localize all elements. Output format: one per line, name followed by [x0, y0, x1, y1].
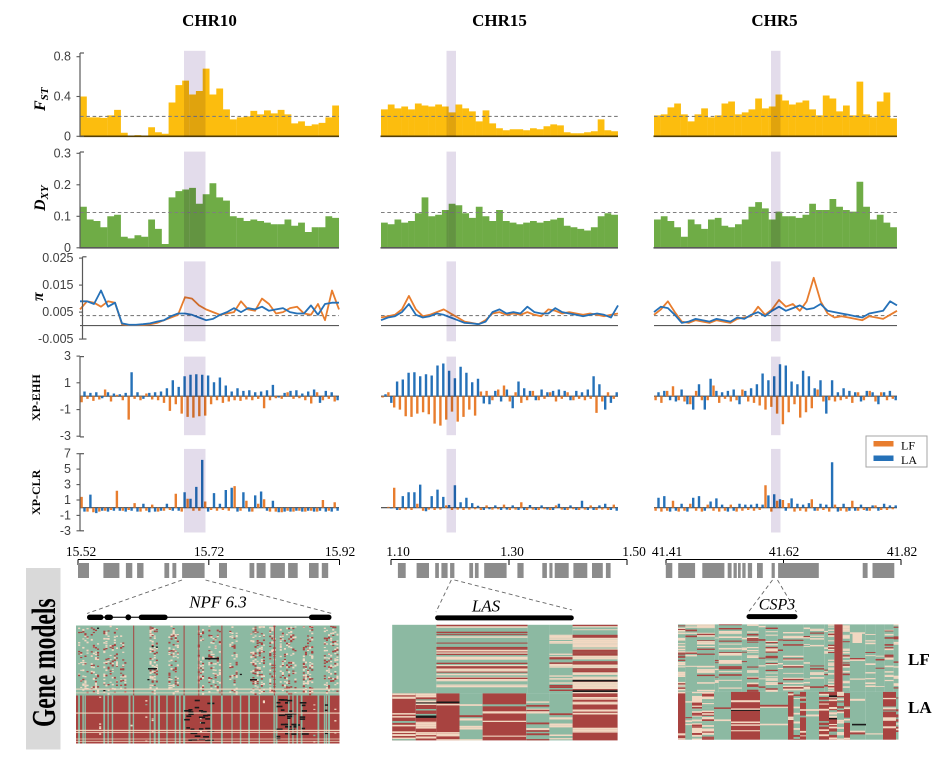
svg-text:-1: -1 [60, 508, 71, 522]
svg-text:LA: LA [901, 453, 917, 467]
svg-text:1: 1 [64, 376, 71, 390]
svg-text:0.4: 0.4 [54, 90, 71, 104]
svg-text:CHR10: CHR10 [182, 11, 237, 30]
svg-text:-0.005: -0.005 [38, 332, 73, 346]
svg-text:LF: LF [908, 650, 930, 669]
svg-text:0.8: 0.8 [54, 50, 71, 64]
svg-text:Gene models: Gene models [26, 598, 63, 727]
svg-text:π: π [30, 291, 47, 301]
svg-text:1.30: 1.30 [500, 544, 524, 559]
svg-text:NPF 6.3: NPF 6.3 [188, 593, 247, 612]
svg-text:XP-CLR: XP-CLR [29, 469, 43, 515]
svg-text:0.2: 0.2 [54, 178, 71, 192]
svg-text:3: 3 [64, 478, 71, 492]
svg-text:0.025: 0.025 [42, 251, 73, 265]
svg-text:5: 5 [64, 462, 71, 476]
svg-text:XP-EHH: XP-EHH [29, 374, 43, 421]
svg-text:0.1: 0.1 [54, 209, 71, 223]
svg-text:-1: -1 [60, 403, 71, 417]
svg-text:LF: LF [901, 439, 915, 453]
svg-text:15.72: 15.72 [194, 544, 224, 559]
svg-text:0.3: 0.3 [54, 146, 71, 160]
svg-text:CHR5: CHR5 [751, 11, 797, 30]
svg-text:-3: -3 [60, 429, 71, 443]
svg-text:CHR15: CHR15 [472, 11, 527, 30]
svg-text:1.10: 1.10 [386, 544, 410, 559]
svg-text:15.92: 15.92 [325, 544, 355, 559]
svg-text:LAS: LAS [471, 597, 501, 616]
svg-text:15.52: 15.52 [66, 544, 96, 559]
svg-text:0: 0 [64, 129, 71, 143]
svg-text:41.62: 41.62 [769, 544, 799, 559]
svg-text:1: 1 [64, 493, 71, 507]
svg-text:0.005: 0.005 [42, 305, 73, 319]
svg-text:41.41: 41.41 [652, 544, 682, 559]
svg-text:7: 7 [64, 447, 71, 461]
svg-text:0.015: 0.015 [42, 278, 73, 292]
svg-text:1.50: 1.50 [622, 544, 646, 559]
svg-text:LA: LA [908, 698, 932, 717]
svg-text:3: 3 [64, 349, 71, 363]
svg-text:-3: -3 [60, 524, 71, 538]
svg-text:CSP3: CSP3 [759, 597, 795, 614]
svg-text:41.82: 41.82 [887, 544, 917, 559]
